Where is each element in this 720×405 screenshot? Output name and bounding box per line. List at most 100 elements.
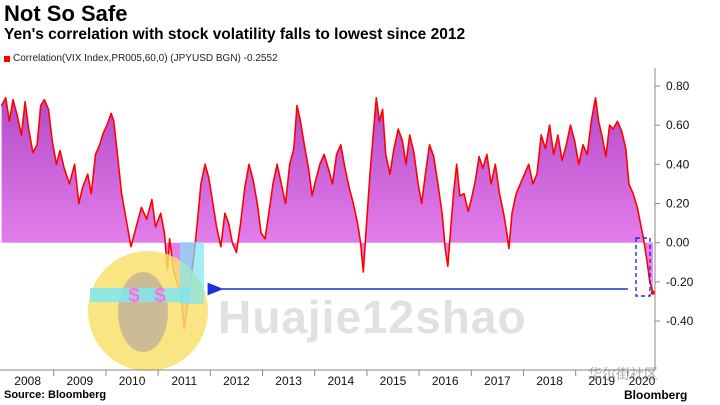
trough-highlight xyxy=(180,242,204,304)
latest-value-marker xyxy=(650,290,656,295)
data-point-129 xyxy=(503,212,505,214)
x-tick-label: 2016 xyxy=(432,374,459,388)
data-point-86 xyxy=(344,167,346,169)
data-point-114 xyxy=(447,265,449,267)
data-point-65 xyxy=(260,232,262,234)
data-point-137 xyxy=(532,183,534,185)
data-point-128 xyxy=(498,193,501,195)
data-point-138 xyxy=(536,173,538,175)
data-point-140 xyxy=(544,148,547,150)
data-point-99 xyxy=(389,173,391,175)
data-point-64 xyxy=(256,202,258,205)
data-point-142 xyxy=(553,153,555,156)
data-point-41 xyxy=(169,238,171,240)
data-point-70 xyxy=(280,183,282,185)
data-point-139 xyxy=(540,134,542,136)
data-point-78 xyxy=(311,195,313,197)
data-point-75 xyxy=(299,118,301,120)
data-point-81 xyxy=(323,153,325,156)
data-point-110 xyxy=(433,155,435,158)
data-point-134 xyxy=(519,183,521,185)
data-point-109 xyxy=(428,144,431,146)
dollar-eye-left: $ xyxy=(128,285,139,307)
data-point-58 xyxy=(231,242,233,244)
data-point-74 xyxy=(296,105,298,107)
data-point-21 xyxy=(87,173,89,175)
data-point-147 xyxy=(574,140,576,142)
data-point-159 xyxy=(621,130,623,132)
data-point-94 xyxy=(372,134,374,136)
source-note: Source: Bloomberg xyxy=(4,389,107,401)
data-point-51 xyxy=(204,163,206,165)
x-tick-label: 2018 xyxy=(536,374,563,388)
y-tick-label: 0.00 xyxy=(666,236,690,250)
data-point-50 xyxy=(200,183,202,185)
y-tick-label: 0.80 xyxy=(666,79,690,93)
data-point-130 xyxy=(506,232,508,234)
data-point-24 xyxy=(99,144,101,146)
data-point-52 xyxy=(208,177,210,179)
data-point-116 xyxy=(452,193,455,195)
x-tick-label: 2014 xyxy=(327,374,354,388)
data-point-9 xyxy=(36,144,38,146)
data-point-36 xyxy=(151,199,153,201)
chart-subtitle: Yen's correlation with stock volatility … xyxy=(4,26,466,43)
data-point-59 xyxy=(235,251,237,254)
data-point-15 xyxy=(59,150,61,152)
data-point-39 xyxy=(163,232,165,234)
data-point-76 xyxy=(303,144,305,146)
data-point-3 xyxy=(12,99,14,101)
data-point-120 xyxy=(467,210,469,212)
data-point-26 xyxy=(106,124,108,126)
data-point-117 xyxy=(456,163,458,165)
data-point-22 xyxy=(90,193,92,195)
data-point-158 xyxy=(616,120,619,122)
data-point-34 xyxy=(140,206,142,208)
data-point-32 xyxy=(130,246,132,248)
data-point-148 xyxy=(578,163,580,165)
data-point-30 xyxy=(121,193,123,195)
data-point-13 xyxy=(51,140,53,142)
data-point-7 xyxy=(28,128,30,130)
data-point-157 xyxy=(612,128,614,130)
data-point-102 xyxy=(401,140,403,142)
data-point-19 xyxy=(78,202,80,205)
data-point-132 xyxy=(511,212,513,214)
data-point-67 xyxy=(268,212,270,214)
data-point-85 xyxy=(340,144,342,146)
bloomberg-logo: Bloomberg xyxy=(624,388,688,402)
x-tick-label: 2019 xyxy=(588,374,615,388)
data-point-4 xyxy=(16,114,18,116)
dollar-eye-right: $ xyxy=(154,285,165,307)
data-point-146 xyxy=(569,124,572,126)
data-point-122 xyxy=(474,179,477,181)
cartoon-face-overlay: $ $ xyxy=(88,251,208,371)
data-point-17 xyxy=(68,183,70,185)
data-point-151 xyxy=(590,120,592,122)
data-point-14 xyxy=(55,163,58,165)
data-point-104 xyxy=(409,134,411,136)
data-point-18 xyxy=(74,163,76,165)
data-point-153 xyxy=(598,120,600,122)
data-point-84 xyxy=(336,153,338,156)
data-point-141 xyxy=(549,124,551,126)
data-point-144 xyxy=(561,159,563,161)
data-point-8 xyxy=(32,152,34,154)
data-point-33 xyxy=(135,226,137,228)
data-point-63 xyxy=(252,179,254,181)
data-point-91 xyxy=(362,271,364,273)
latest-value-box xyxy=(635,237,651,297)
data-point-53 xyxy=(212,202,214,205)
data-point-57 xyxy=(228,222,230,224)
data-point-161 xyxy=(628,183,630,185)
data-point-113 xyxy=(444,247,446,250)
data-point-56 xyxy=(224,212,226,214)
data-point-68 xyxy=(272,183,274,185)
y-tick-label: -0.20 xyxy=(666,275,694,289)
data-point-1 xyxy=(5,97,7,99)
data-point-123 xyxy=(478,155,480,158)
data-point-106 xyxy=(417,183,419,185)
data-point-35 xyxy=(146,218,148,220)
data-point-101 xyxy=(397,128,399,130)
